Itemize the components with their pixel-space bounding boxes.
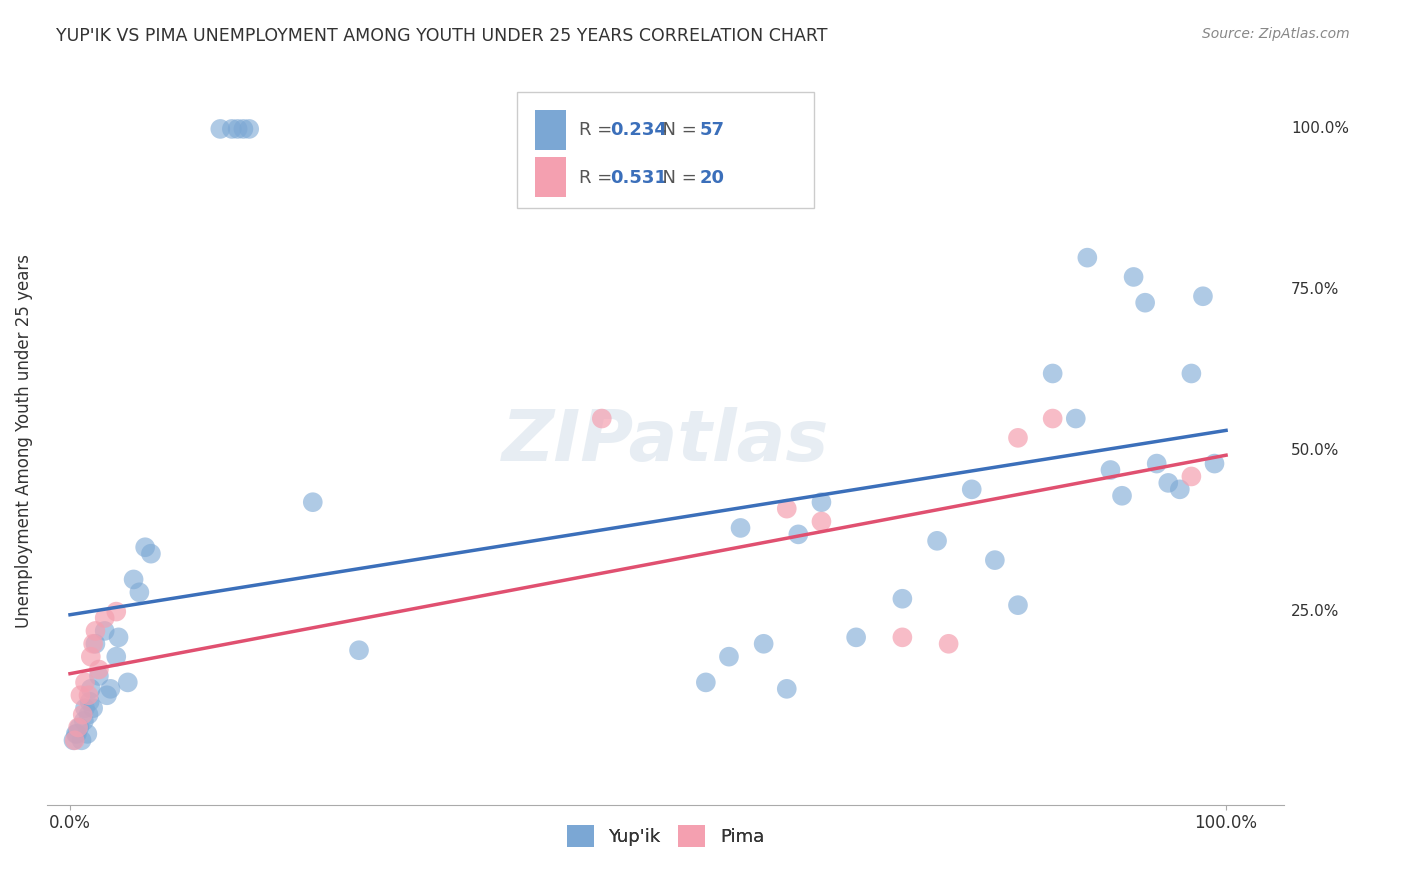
Yup'ik xyxy=(100,681,122,696)
Yup'ik xyxy=(128,585,150,599)
Pima xyxy=(77,688,100,702)
Yup'ik xyxy=(1146,457,1168,471)
Pima xyxy=(1007,431,1029,445)
Pima xyxy=(776,501,799,516)
Text: Source: ZipAtlas.com: Source: ZipAtlas.com xyxy=(1202,27,1350,41)
Yup'ik xyxy=(1076,251,1098,265)
Yup'ik xyxy=(73,714,96,728)
Yup'ik xyxy=(76,727,98,741)
Pima xyxy=(891,631,914,645)
Pima xyxy=(80,649,103,664)
FancyBboxPatch shape xyxy=(517,92,814,209)
Yup'ik xyxy=(845,631,868,645)
Pima xyxy=(591,411,613,425)
Yup'ik xyxy=(117,675,139,690)
Yup'ik xyxy=(984,553,1007,567)
Yup'ik xyxy=(695,675,717,690)
Text: 100.0%: 100.0% xyxy=(1291,121,1348,136)
Text: 50.0%: 50.0% xyxy=(1291,443,1339,458)
Yup'ik xyxy=(717,649,740,664)
Yup'ik xyxy=(238,122,260,136)
Pima xyxy=(1042,411,1064,425)
Yup'ik xyxy=(1204,457,1226,471)
Text: 25.0%: 25.0% xyxy=(1291,604,1339,619)
Yup'ik xyxy=(107,631,129,645)
Yup'ik xyxy=(134,541,156,555)
Yup'ik xyxy=(77,707,100,722)
Yup'ik xyxy=(960,483,983,497)
Yup'ik xyxy=(105,649,128,664)
Yup'ik xyxy=(810,495,832,509)
Pima xyxy=(1180,469,1202,483)
Yup'ik xyxy=(87,669,110,683)
Text: R =: R = xyxy=(579,120,617,139)
Pima xyxy=(87,663,110,677)
Yup'ik xyxy=(730,521,752,535)
Y-axis label: Unemployment Among Youth under 25 years: Unemployment Among Youth under 25 years xyxy=(15,254,32,628)
Text: R =: R = xyxy=(579,169,617,186)
Yup'ik xyxy=(1111,489,1133,503)
FancyBboxPatch shape xyxy=(536,111,567,150)
Yup'ik xyxy=(1122,269,1144,284)
Yup'ik xyxy=(93,624,115,638)
Yup'ik xyxy=(1099,463,1122,477)
Yup'ik xyxy=(221,122,243,136)
Pima xyxy=(82,637,104,651)
Yup'ik xyxy=(301,495,323,509)
Text: N =: N = xyxy=(651,169,702,186)
Yup'ik xyxy=(1064,411,1087,425)
Pima xyxy=(67,721,90,735)
Pima xyxy=(105,605,128,619)
Text: 57: 57 xyxy=(700,120,725,139)
Text: 75.0%: 75.0% xyxy=(1291,283,1339,297)
Yup'ik xyxy=(122,573,145,587)
Yup'ik xyxy=(80,681,103,696)
Pima xyxy=(84,624,107,638)
Yup'ik xyxy=(752,637,775,651)
Text: YUP'IK VS PIMA UNEMPLOYMENT AMONG YOUTH UNDER 25 YEARS CORRELATION CHART: YUP'IK VS PIMA UNEMPLOYMENT AMONG YOUTH … xyxy=(56,27,828,45)
Yup'ik xyxy=(67,721,90,735)
Yup'ik xyxy=(84,637,107,651)
Yup'ik xyxy=(347,643,370,657)
Yup'ik xyxy=(787,527,810,541)
Yup'ik xyxy=(925,533,948,548)
Yup'ik xyxy=(1007,598,1029,612)
Yup'ik xyxy=(1192,289,1215,303)
Pima xyxy=(73,675,96,690)
Pima xyxy=(93,611,115,625)
Yup'ik xyxy=(79,695,101,709)
Yup'ik xyxy=(96,688,118,702)
Yup'ik xyxy=(1133,295,1156,310)
Pima xyxy=(69,688,91,702)
Pima xyxy=(72,707,94,722)
Yup'ik xyxy=(209,122,232,136)
Yup'ik xyxy=(139,547,162,561)
Yup'ik xyxy=(66,727,89,741)
Yup'ik xyxy=(232,122,254,136)
Pima xyxy=(810,515,832,529)
Yup'ik xyxy=(1168,483,1191,497)
Text: N =: N = xyxy=(651,120,702,139)
Yup'ik xyxy=(82,701,104,715)
Yup'ik xyxy=(1042,367,1064,381)
Pima xyxy=(938,637,960,651)
Text: 0.531: 0.531 xyxy=(610,169,666,186)
Yup'ik xyxy=(1157,475,1180,490)
Pima xyxy=(63,733,86,747)
Yup'ik xyxy=(62,733,84,747)
Yup'ik xyxy=(776,681,799,696)
Yup'ik xyxy=(226,122,249,136)
Yup'ik xyxy=(65,727,87,741)
Yup'ik xyxy=(70,733,93,747)
Legend: Yup'ik, Pima: Yup'ik, Pima xyxy=(560,817,772,854)
Text: 20: 20 xyxy=(700,169,725,186)
Yup'ik xyxy=(73,701,96,715)
FancyBboxPatch shape xyxy=(536,157,567,197)
Text: ZIPatlas: ZIPatlas xyxy=(502,407,830,475)
Yup'ik xyxy=(891,591,914,606)
Yup'ik xyxy=(1180,367,1202,381)
Text: 0.234: 0.234 xyxy=(610,120,666,139)
